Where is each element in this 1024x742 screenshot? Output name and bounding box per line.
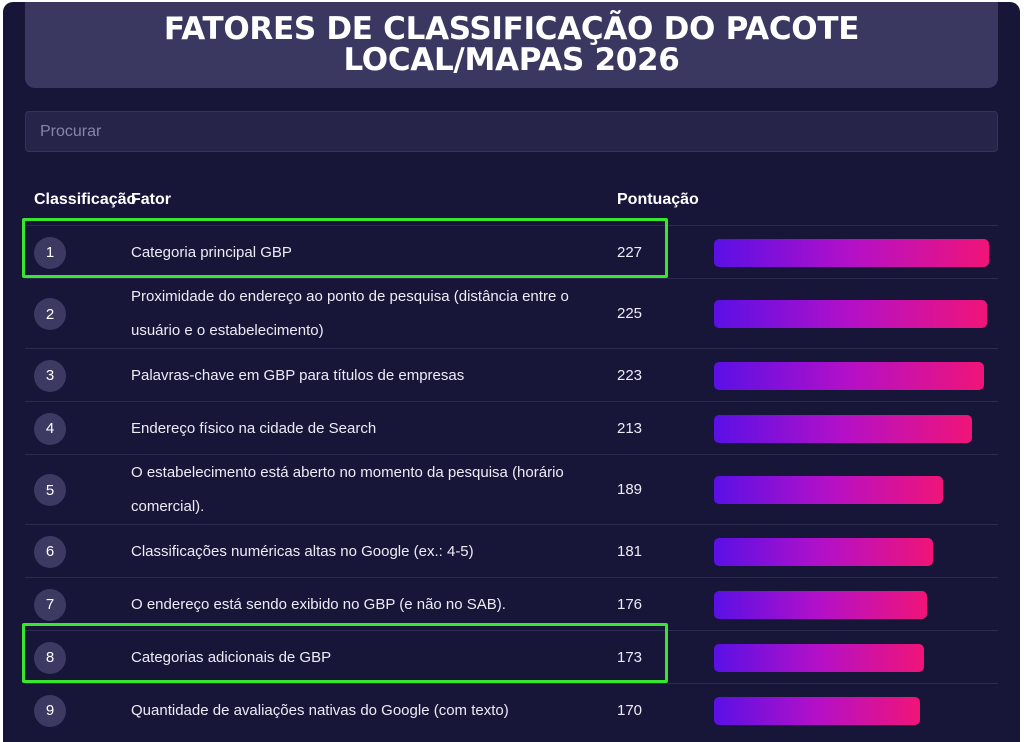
title-banner: FATORES DE CLASSIFICAÇÃO DO PACOTE LOCAL… <box>25 2 998 88</box>
rank-badge: 3 <box>34 359 66 392</box>
score-value: 225 <box>617 305 643 322</box>
table-row: 2 Proximidade do endereço ao ponto de pes… <box>25 278 998 348</box>
factor-text: Categorias adicionais de GBP <box>131 648 332 666</box>
table-row: 9 Quantidade de avaliações nativas do Goo… <box>25 683 998 736</box>
rank-badge: 9 <box>34 694 66 727</box>
score-value: 227 <box>617 243 643 261</box>
score-bar <box>714 476 943 504</box>
score-value: 181 <box>617 542 643 560</box>
table-row: 4 Endereço físico na cidade de Search 213 <box>25 401 998 454</box>
column-header-score[interactable]: Pontuação <box>617 191 699 208</box>
table-row: 6 Classificações numéricas altas no Googl… <box>25 524 998 577</box>
ranking-panel: FATORES DE CLASSIFICAÇÃO DO PACOTE LOCAL… <box>3 2 1020 742</box>
column-header-factor[interactable]: Fator <box>131 191 171 208</box>
score-bar <box>714 414 972 443</box>
factor-text: Palavras-chave em GBP para títulos de em… <box>131 366 465 384</box>
score-bar <box>714 238 989 267</box>
highlight-box <box>22 218 668 278</box>
factor-text: Quantidade de avaliações nativas do Goog… <box>131 701 509 719</box>
table-row: 8 Categorias adicionais de GBP 173 <box>25 630 998 683</box>
table-row: 3 Palavras-chave em GBP para títulos de e… <box>25 348 998 401</box>
rank-badge: 6 <box>34 535 66 568</box>
rank-badge: 5 <box>34 474 66 506</box>
score-bar <box>714 300 987 328</box>
score-bar <box>714 590 927 619</box>
column-header-rank[interactable]: Classificação <box>34 191 137 208</box>
rank-badge: 2 <box>34 298 66 330</box>
score-bar <box>714 643 924 672</box>
factor-text: Categoria principal GBP <box>131 243 292 261</box>
highlight-box <box>22 623 668 683</box>
table-row: 7 O endereço está sendo exibido no GBP (e… <box>25 577 998 630</box>
score-value: 223 <box>617 366 643 384</box>
rank-badge: 7 <box>34 588 66 621</box>
factor-text: Proximidade do endereço ao ponto de pesq… <box>131 288 569 339</box>
rank-badge: 8 <box>34 641 66 674</box>
score-bar <box>714 696 920 725</box>
score-value: 213 <box>617 419 643 437</box>
rank-badge: 1 <box>34 236 66 269</box>
score-value: 170 <box>617 701 643 719</box>
search-input[interactable] <box>25 111 998 152</box>
table-header: Classificação Fator Pontuação <box>3 191 1020 215</box>
factor-text: O endereço está sendo exibido no GBP (e … <box>131 595 506 613</box>
score-bar <box>714 537 933 566</box>
table-row: 5 O estabelecimento está aberto no moment… <box>25 454 998 524</box>
score-value: 176 <box>617 595 643 613</box>
rank-badge: 4 <box>34 412 66 445</box>
score-value: 173 <box>617 648 643 666</box>
score-value: 189 <box>617 481 643 498</box>
factor-text: Classificações numéricas altas no Google… <box>131 542 474 560</box>
page-title: FATORES DE CLASSIFICAÇÃO DO PACOTE LOCAL… <box>163 11 860 78</box>
factor-text: Endereço físico na cidade de Search <box>131 419 377 437</box>
score-bar <box>714 361 984 390</box>
factor-text: O estabelecimento está aberto no momento… <box>131 464 564 515</box>
table-row: 1 Categoria principal GBP 227 <box>25 225 998 278</box>
